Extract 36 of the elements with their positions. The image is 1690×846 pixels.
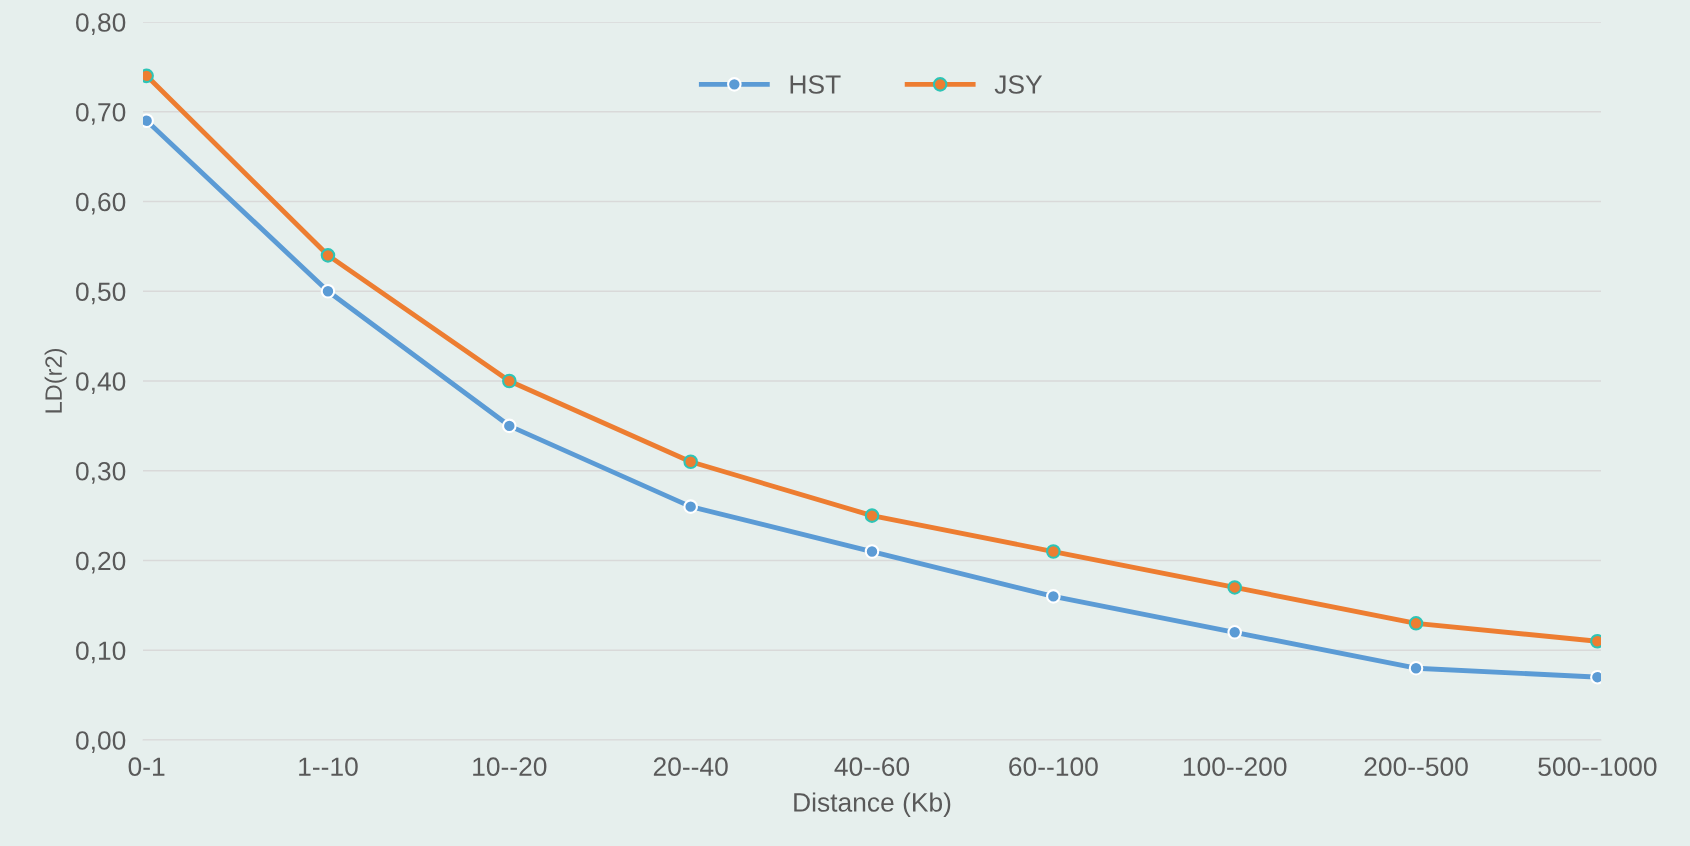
x-tick-label: 20--40 (653, 757, 728, 777)
point (683, 499, 698, 514)
y-tick-label: 0,50 (76, 282, 126, 305)
y-tick-label: 0,10 (76, 641, 126, 664)
x-tick-label: 100--200 (1183, 757, 1287, 777)
x-tick-label: 500--1000 (1538, 757, 1657, 777)
y-axis-title: LD(r2) (44, 349, 67, 413)
x-tick-label: 10--20 (473, 757, 547, 777)
point (1046, 589, 1061, 604)
y-tick-label: 0,40 (76, 372, 126, 394)
point (864, 544, 880, 559)
legend-label: HST (790, 75, 841, 94)
x-tick-label: 40--60 (834, 757, 910, 777)
y-tick-label: 0,20 (76, 551, 126, 574)
point (1408, 616, 1424, 631)
legend-label: JSY (994, 75, 1043, 94)
y-tick-label: 0,60 (76, 192, 126, 215)
x-tick-label: 1--10 (299, 757, 358, 777)
y-tick-label: 0,30 (76, 461, 126, 484)
point (1227, 580, 1242, 595)
y-tick-label: 0,00 (76, 731, 126, 753)
point (320, 283, 336, 299)
x-tick-label: 0-1 (128, 757, 165, 777)
point (864, 508, 880, 523)
point (1227, 625, 1242, 640)
point (320, 248, 336, 263)
point (1408, 660, 1424, 676)
point (1046, 544, 1061, 559)
x-tick-label: 60--100 (1009, 757, 1098, 777)
x-axis-title: Distance (Kb) (794, 792, 951, 817)
x-tick-label: 200--500 (1364, 757, 1468, 777)
point (502, 418, 517, 434)
point (683, 454, 698, 470)
y-tick-label: 0,80 (76, 13, 126, 35)
y-tick-label: 0,70 (76, 102, 126, 125)
point (502, 373, 517, 389)
